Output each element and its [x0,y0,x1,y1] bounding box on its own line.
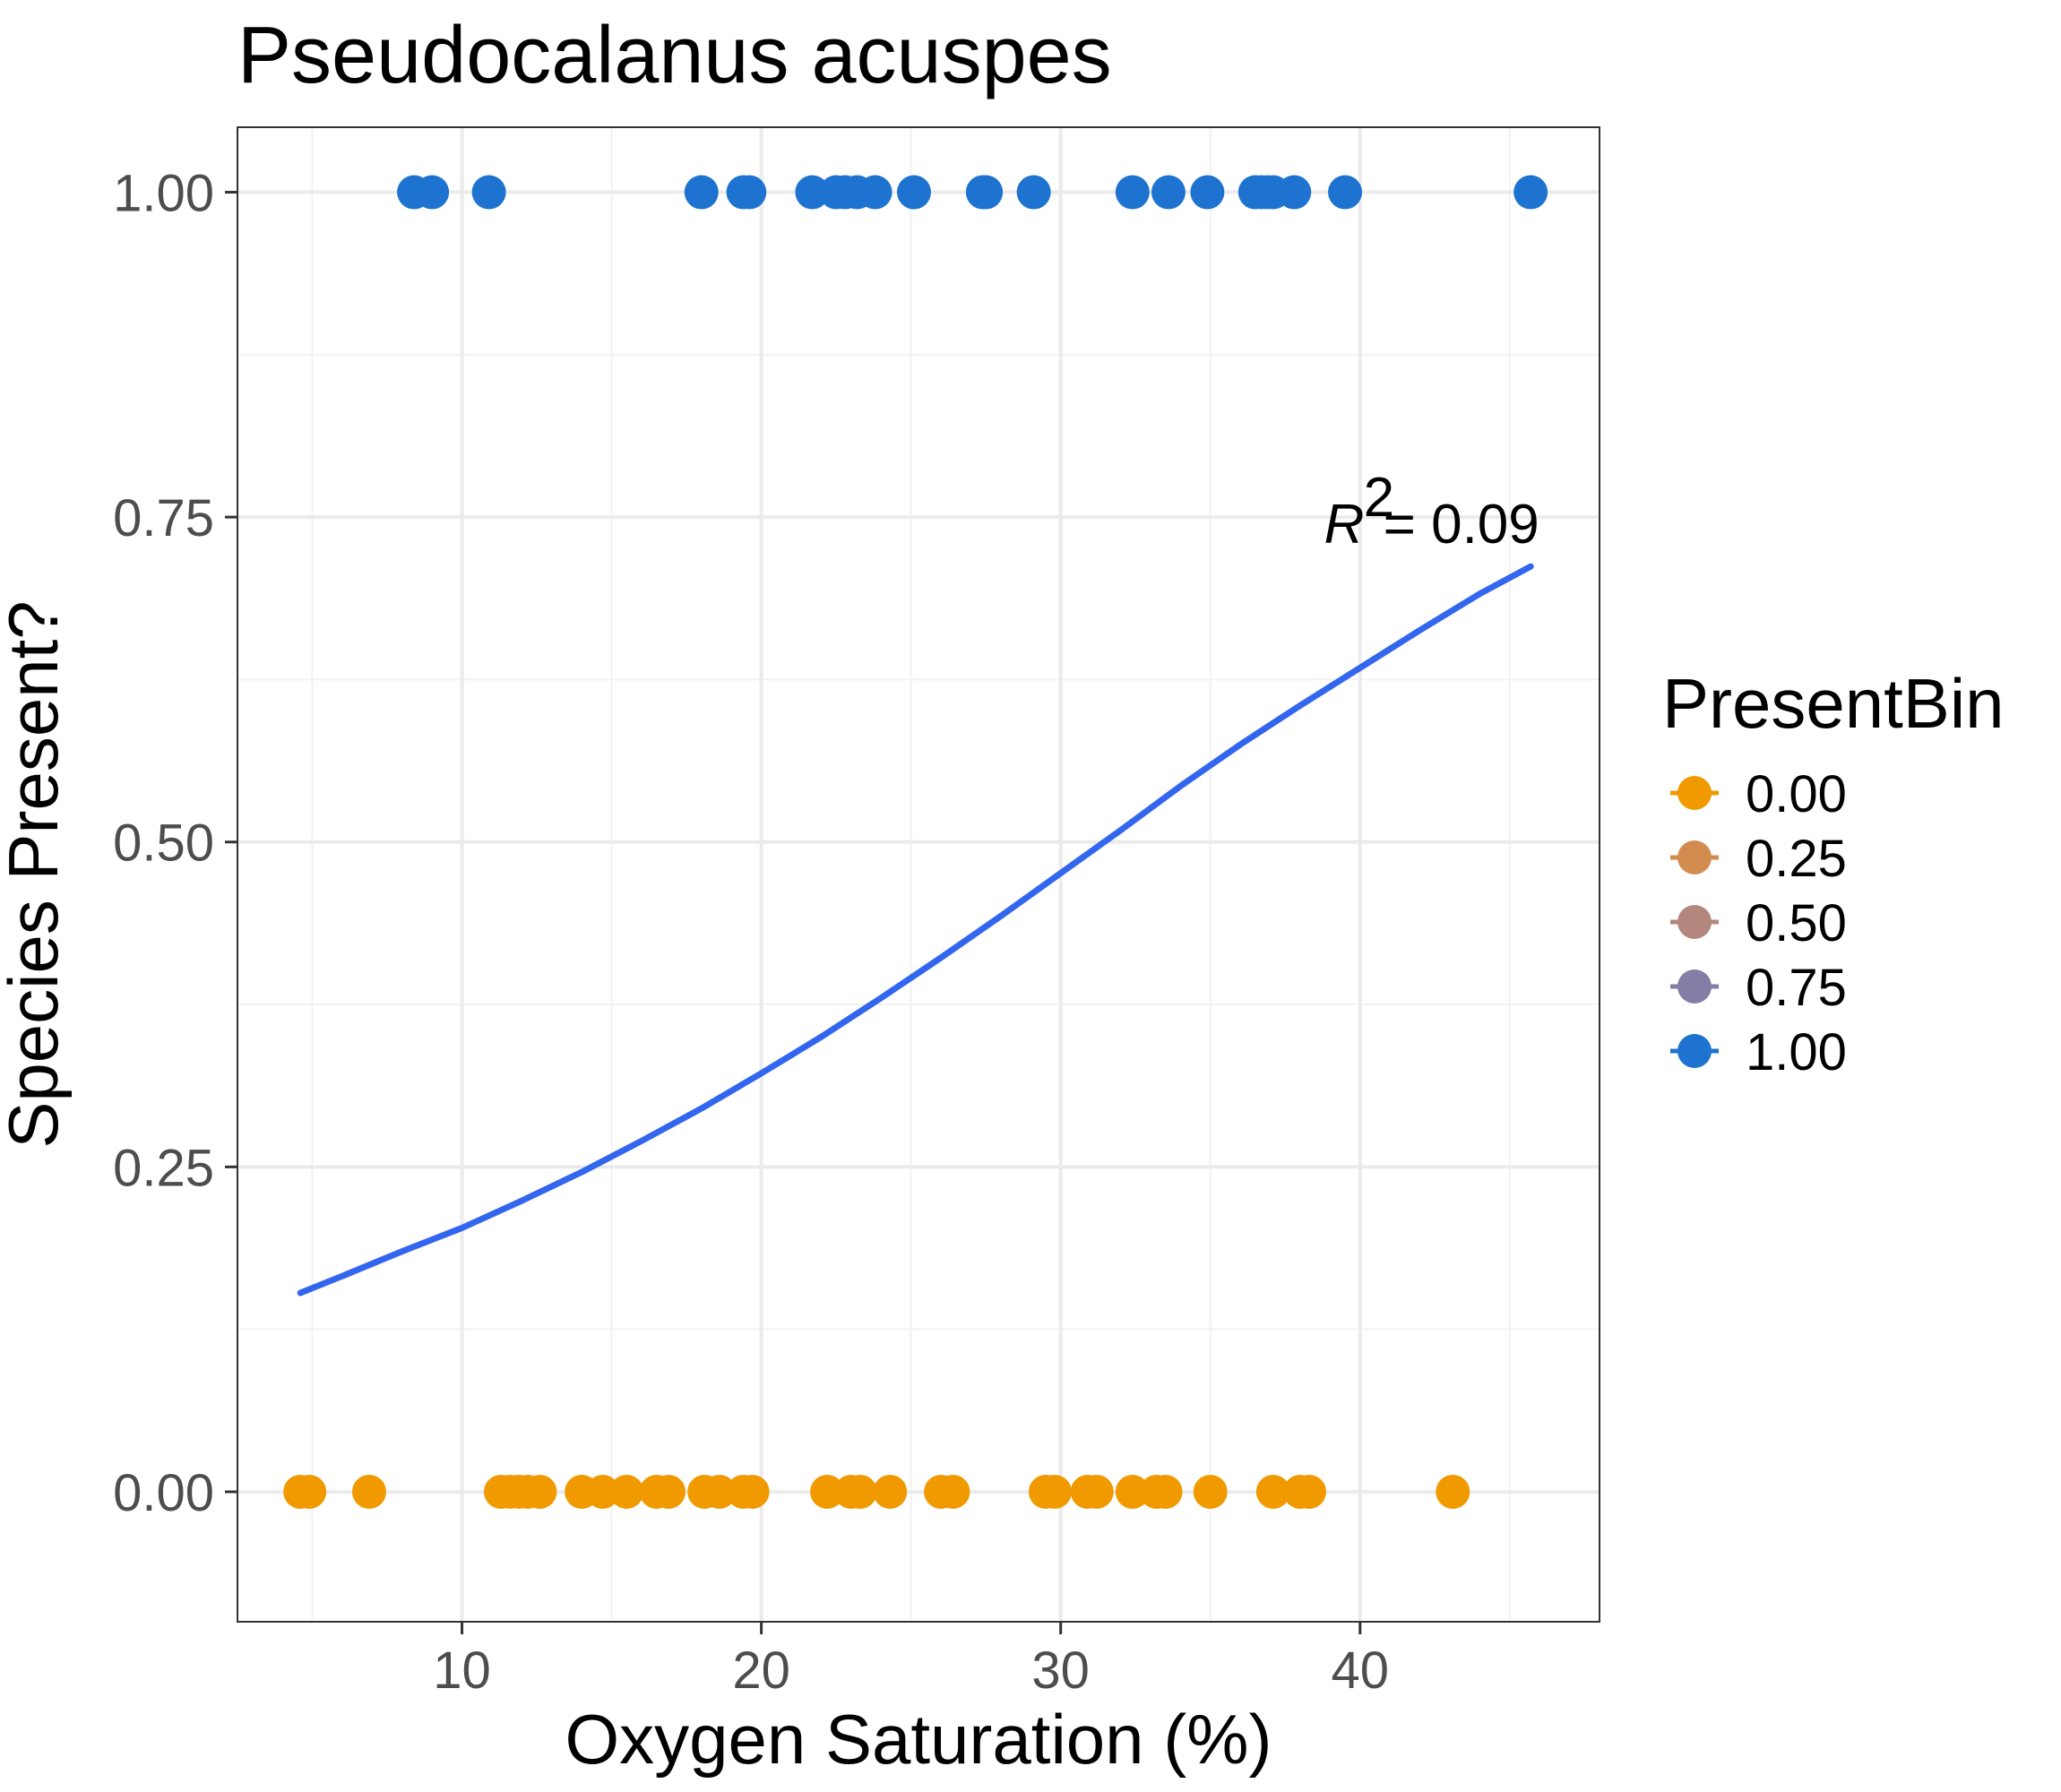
fit-layer [297,563,1534,1297]
data-point [1255,1474,1290,1509]
data-point [1148,1474,1183,1509]
data-point [1115,175,1150,210]
data-point [522,1474,557,1509]
x-tick-label: 40 [1331,1641,1389,1700]
legend-entries: 0.00 0.25 0.50 0.75 1.00 [1670,765,1847,1081]
data-point [1016,175,1051,210]
data-point [873,1474,908,1509]
y-tick-label: 0.50 [113,814,214,873]
annotation-superscript: 2 [1364,467,1394,529]
y-tick-label: 0.00 [113,1464,214,1522]
plot-panel [237,126,1600,1623]
data-point [1190,175,1225,210]
data-point [1038,1474,1072,1509]
legend: PresentBin 0.00 0.25 0.50 0.75 1.00 [1662,664,2005,1081]
legend-label: 0.00 [1746,765,1847,823]
data-point [292,1474,327,1509]
annotation-value: = 0.09 [1384,494,1539,556]
legend-key-point [1677,840,1712,874]
data-point [936,1474,970,1509]
data-point [1513,175,1548,210]
legend-entry: 0.75 [1670,959,1847,1017]
legend-entry: 0.50 [1670,894,1847,952]
legend-entry: 1.00 [1670,1023,1847,1081]
data-point [842,1474,877,1509]
data-point [702,1474,737,1509]
y-axis-label: Species Present? [0,600,73,1148]
data-point [351,1474,386,1509]
legend-key-point [1677,776,1712,810]
x-axis-label: Oxygen Saturation (%) [565,1700,1272,1779]
annotation-r: R [1324,494,1365,556]
x-axis: 10 20 30 40 [433,1622,1389,1700]
y-tick-label: 0.25 [113,1139,214,1197]
grid-minor [237,127,1600,1622]
chart-title: Pseudocalanus acuspes [237,11,1112,100]
y-tick-label: 1.00 [113,165,214,223]
legend-label: 0.50 [1746,894,1847,952]
legend-entry: 0.00 [1670,765,1847,823]
data-point [732,175,767,210]
data-point [735,1474,770,1509]
x-tick-label: 10 [433,1641,491,1700]
data-point [1151,175,1186,210]
data-point [1277,175,1312,210]
x-tick-label: 20 [732,1641,790,1700]
data-point [609,1474,644,1509]
data-point [1328,175,1363,210]
legend-key-point [1677,1034,1712,1068]
data-point [1115,1474,1150,1509]
plot-background [237,127,1600,1622]
legend-label: 0.25 [1746,830,1847,888]
plot-border [237,126,1600,1623]
data-point [1193,1474,1228,1509]
data-point [1291,1474,1326,1509]
y-axis: 0.00 0.25 0.50 0.75 1.00 [113,165,237,1522]
legend-key-point [1677,905,1712,939]
data-point [795,175,830,210]
data-point [1079,1474,1114,1509]
data-point [585,1474,620,1509]
legend-key-point [1677,969,1712,1004]
data-point [684,175,719,210]
legend-title: PresentBin [1662,664,2005,743]
legend-label: 1.00 [1746,1023,1847,1081]
data-point [810,1474,845,1509]
legend-label: 0.75 [1746,959,1847,1017]
data-point [415,175,450,210]
data-point [471,175,506,210]
y-tick-label: 0.75 [113,489,214,547]
data-point [858,175,893,210]
data-point [651,1474,686,1509]
data-point [969,175,1004,210]
x-tick-label: 30 [1031,1641,1090,1700]
legend-entry: 0.25 [1670,830,1847,888]
fit-curve [297,563,1534,1297]
points-layer [283,175,1548,1509]
data-point [1436,1474,1470,1509]
data-point [896,175,931,210]
